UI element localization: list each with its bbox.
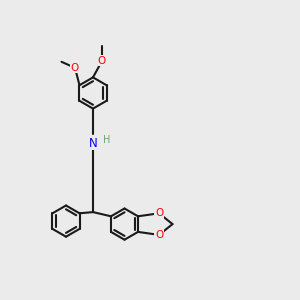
Text: N: N [88,136,98,150]
Text: O: O [155,230,163,240]
Text: O: O [71,63,79,73]
Text: H: H [103,135,110,145]
Text: O: O [155,208,163,218]
Text: O: O [98,56,106,66]
